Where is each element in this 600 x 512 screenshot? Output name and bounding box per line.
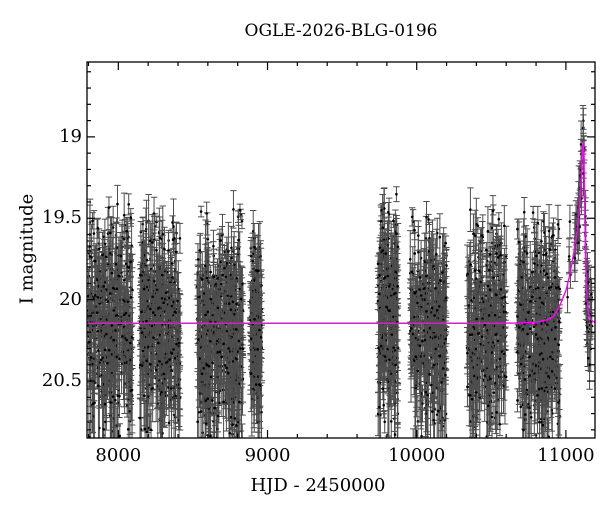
y-tick-label: 20.5	[41, 370, 82, 392]
x-tick-label: 11000	[537, 445, 595, 466]
x-axis-label: HJD - 2450000	[250, 475, 386, 496]
y-tick-label: 20	[59, 288, 82, 310]
y-tick-label: 19.5	[41, 207, 82, 229]
x-tick-label: 8000	[95, 445, 142, 466]
x-tick-label: 10000	[388, 445, 446, 466]
y-tick-label: 19	[59, 125, 82, 147]
x-tick-label: 9000	[244, 445, 291, 466]
chart-title: OGLE-2026-BLG-0196	[244, 21, 438, 41]
